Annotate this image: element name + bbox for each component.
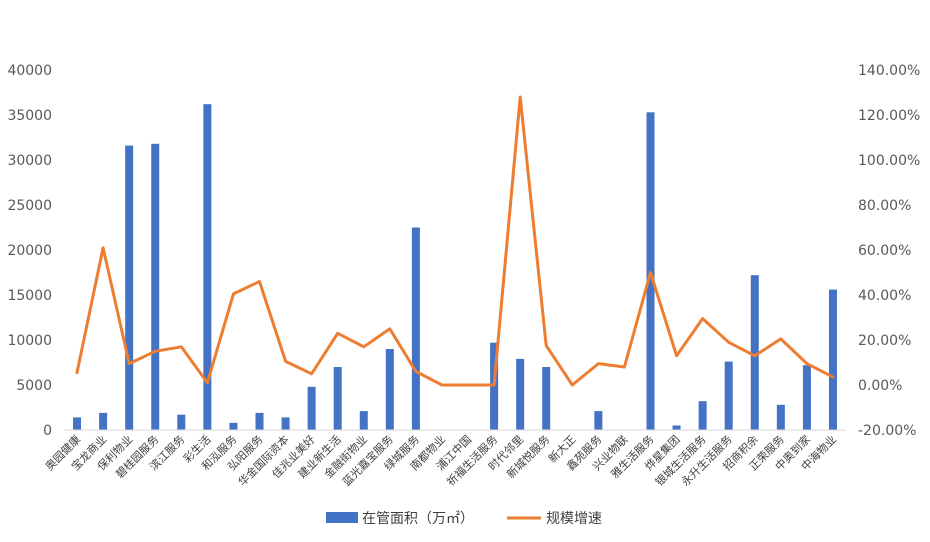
bar xyxy=(281,417,290,430)
line-series xyxy=(75,95,835,387)
bar xyxy=(802,365,811,430)
left-tick-label: 0 xyxy=(43,423,52,439)
right-tick-label: -20.00% xyxy=(858,423,916,439)
left-tick-label: 5000 xyxy=(16,378,52,394)
right-tick-label: 100.00% xyxy=(858,153,920,169)
right-tick-label: 40.00% xyxy=(858,288,911,304)
bar xyxy=(594,411,603,430)
right-tick-label: 80.00% xyxy=(858,198,911,214)
bar xyxy=(229,422,238,430)
bar-series xyxy=(73,104,837,431)
right-tick-label: 140.00% xyxy=(858,63,920,79)
left-tick-label: 10000 xyxy=(7,333,52,349)
bar xyxy=(750,275,759,430)
legend-bar-label: 在管面积（万㎡） xyxy=(362,511,474,527)
bar xyxy=(73,417,82,430)
left-tick-label: 30000 xyxy=(7,153,52,169)
bar xyxy=(307,386,316,430)
bar xyxy=(99,412,108,430)
legend: 在管面积（万㎡） 规模增速 xyxy=(326,511,602,527)
bar xyxy=(151,143,160,431)
legend-line-label: 规模增速 xyxy=(546,511,602,527)
left-tick-label: 35000 xyxy=(7,108,52,124)
left-tick-label: 15000 xyxy=(7,288,52,304)
right-tick-label: 120.00% xyxy=(858,108,920,124)
bar xyxy=(776,404,785,430)
bar xyxy=(672,425,681,430)
left-tick-label: 40000 xyxy=(7,63,52,79)
left-axis-ticks: 0 5000 10000 15000 20000 25000 30000 35000 40000 xyxy=(7,63,52,439)
bar xyxy=(516,358,525,430)
left-tick-label: 25000 xyxy=(7,198,52,214)
bar xyxy=(385,349,394,430)
left-tick-label: 20000 xyxy=(7,243,52,259)
bar xyxy=(125,145,134,430)
bar xyxy=(203,104,212,430)
bar xyxy=(542,367,551,430)
bar xyxy=(255,412,264,430)
right-tick-label: 0.00% xyxy=(858,378,902,394)
right-axis-ticks: -20.00% 0.00% 20.00% 40.00% 60.00% 80.00% 100.… xyxy=(858,63,920,439)
legend-bar-swatch xyxy=(326,512,358,523)
bar xyxy=(828,289,837,430)
bar xyxy=(411,227,420,430)
bar xyxy=(698,401,707,430)
growth-line xyxy=(75,95,835,387)
category-labels: 奥园健康宝龙商业保利物业碧桂园服务滨江服务彩生活和泓服务弘阳服务华金国际资本佳兆… xyxy=(42,432,839,489)
right-tick-label: 60.00% xyxy=(858,243,911,259)
bar xyxy=(359,411,368,430)
right-tick-label: 20.00% xyxy=(858,333,911,349)
bar xyxy=(333,367,342,430)
bar xyxy=(724,361,733,430)
bar xyxy=(177,414,186,430)
